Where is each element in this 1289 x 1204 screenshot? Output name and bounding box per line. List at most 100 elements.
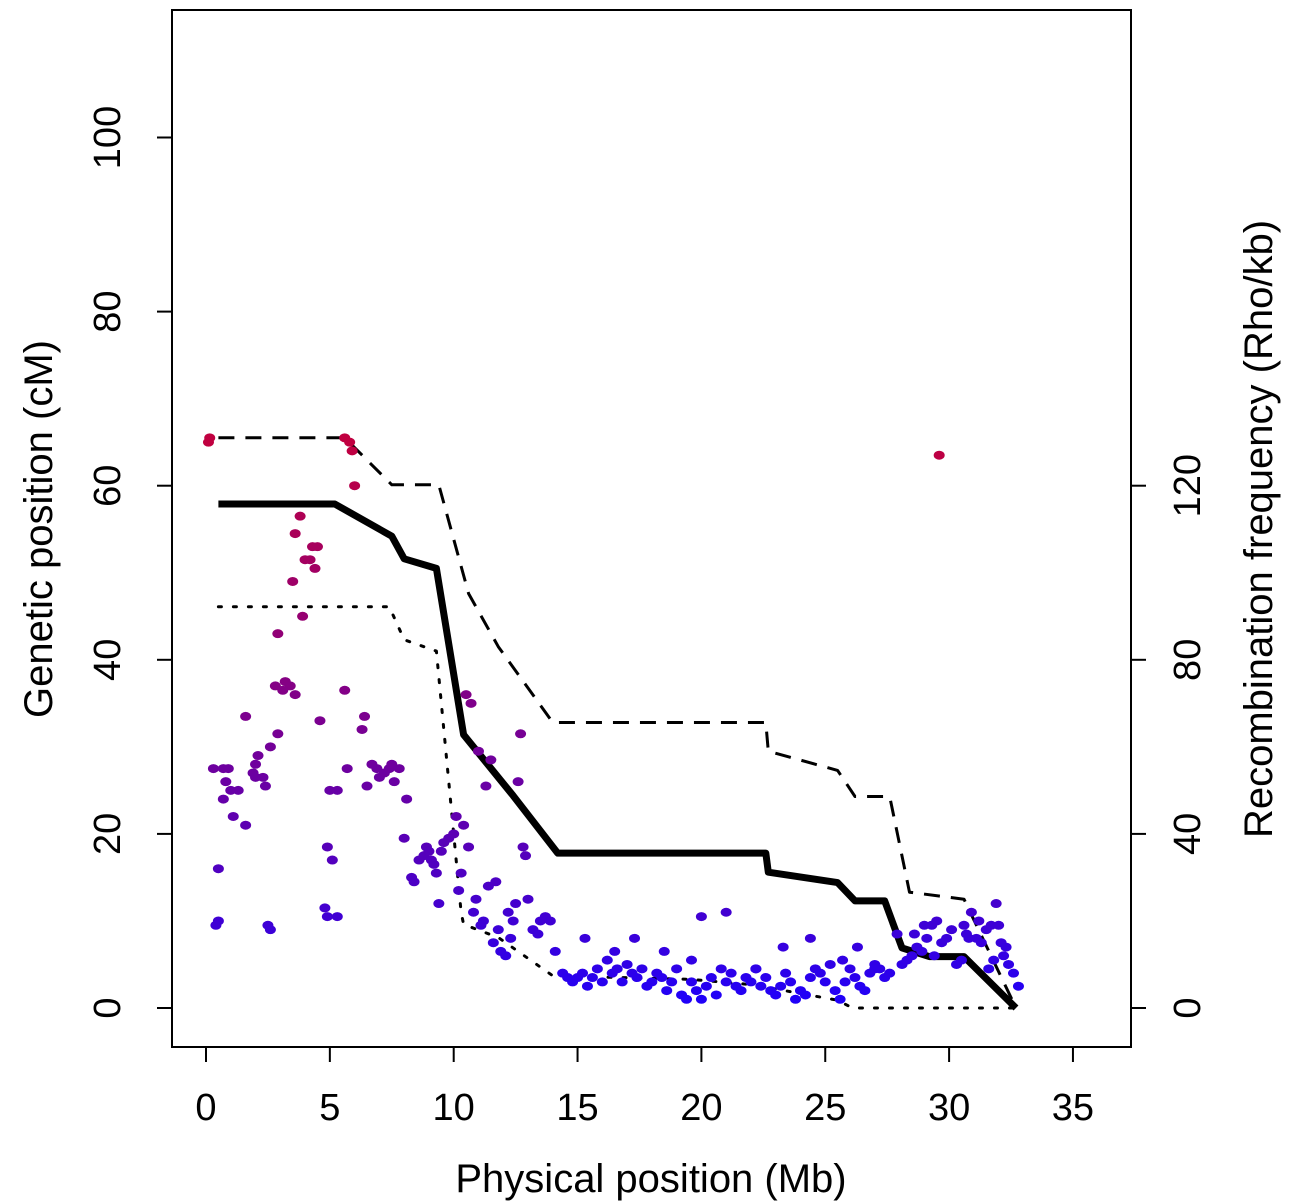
recombination-point	[257, 772, 269, 782]
recombination-point	[222, 764, 234, 774]
recombination-point	[918, 920, 930, 930]
recombination-point	[240, 820, 252, 830]
recombination-point	[990, 899, 1002, 909]
recombination-point	[631, 973, 643, 983]
recombination-point	[775, 981, 787, 991]
recombination-point	[720, 907, 732, 917]
x-axis: 0 5 10 15 20 25 30 35	[195, 1046, 1094, 1129]
recombination-point	[455, 868, 467, 878]
recombination-point	[745, 977, 757, 987]
recombination-point	[577, 968, 589, 978]
recombination-point	[344, 437, 356, 447]
recombination-point	[844, 964, 856, 974]
recombination-point	[502, 907, 514, 917]
recombination-point	[482, 881, 494, 891]
recombination-point	[1008, 968, 1020, 978]
recombination-point	[891, 929, 903, 939]
recombination-point	[671, 964, 683, 974]
recombination-point	[423, 846, 435, 856]
recombination-point	[204, 433, 216, 443]
recombination-point	[839, 977, 851, 987]
recombination-point	[750, 964, 762, 974]
recombination-point	[458, 820, 470, 830]
recombination-point	[799, 990, 811, 1000]
recombination-point	[252, 751, 264, 761]
recombination-point	[760, 973, 772, 983]
recombination-point	[433, 899, 445, 909]
recombination-point	[408, 877, 420, 887]
recombination-point	[264, 925, 276, 935]
y-tick-label: 0	[87, 997, 129, 1018]
recombination-point	[510, 899, 522, 909]
recombination-point	[690, 986, 702, 996]
recombination-point	[955, 955, 967, 965]
recombination-point	[217, 794, 229, 804]
recombination-point	[908, 929, 920, 939]
recombination-point	[715, 964, 727, 974]
recombination-point	[621, 959, 633, 969]
recombination-point	[297, 611, 309, 621]
recombination-point	[349, 481, 361, 491]
recombination-point	[515, 729, 527, 739]
y-axis-left: 0 20 40 60 80 100	[87, 106, 173, 1019]
recombination-point	[207, 764, 219, 774]
recombination-point	[346, 446, 358, 456]
recombination-point	[931, 916, 943, 926]
recombination-point	[586, 973, 598, 983]
recombination-point	[849, 973, 861, 983]
recombination-point	[616, 977, 628, 987]
recombination-point	[339, 685, 351, 695]
recombination-point	[450, 811, 462, 821]
recombination-point	[294, 511, 306, 521]
recombination-point	[685, 977, 697, 987]
recombination-point	[453, 885, 465, 895]
recombination-point	[837, 955, 849, 965]
recombination-point	[326, 855, 338, 865]
recombination-point	[859, 986, 871, 996]
y-tick-label: 20	[87, 813, 129, 855]
x-tick-label: 25	[804, 1087, 846, 1129]
y2-tick-label: 0	[1167, 997, 1209, 1018]
recombination-point	[517, 842, 529, 852]
recombination-point	[472, 746, 484, 756]
recombination-point	[272, 729, 284, 739]
recombination-point	[973, 916, 985, 926]
recombination-point	[460, 690, 472, 700]
recombination-point	[661, 986, 673, 996]
recombination-point	[975, 938, 987, 948]
recombination-point	[814, 968, 826, 978]
genetic-map-lines	[216, 436, 1019, 1011]
recombination-point	[388, 777, 400, 787]
recombination-point	[361, 781, 373, 791]
recombination-point	[963, 933, 975, 943]
recombination-point	[240, 711, 252, 721]
y2-axis-title: Recombination frequency (Rho/kb)	[1237, 220, 1281, 838]
recombination-point	[435, 846, 447, 856]
recombination-point	[468, 907, 480, 917]
recombination-point	[1000, 942, 1012, 952]
recombination-point	[946, 925, 958, 935]
recombination-point	[785, 977, 797, 987]
recombination-point	[958, 920, 970, 930]
recombination-point	[601, 955, 613, 965]
x-tick-label: 0	[195, 1087, 216, 1129]
recombination-point	[819, 977, 831, 987]
x-tick-label: 10	[433, 1087, 475, 1129]
recombination-point	[720, 977, 732, 987]
x-tick-label: 35	[1052, 1087, 1094, 1129]
recombination-point	[646, 977, 658, 987]
recombination-point	[933, 450, 945, 460]
recombination-point	[287, 576, 299, 586]
recombination-point	[480, 781, 492, 791]
recombination-point	[448, 829, 460, 839]
recombination-point	[804, 973, 816, 983]
recombination-point	[401, 794, 413, 804]
recombination-point	[470, 894, 482, 904]
recombination-point	[581, 981, 593, 991]
recombination-point	[250, 759, 262, 769]
recombination-point	[998, 951, 1010, 961]
recombination-point	[507, 916, 519, 926]
y-tick-label: 80	[87, 290, 129, 332]
recombination-point	[710, 990, 722, 1000]
recombination-point	[965, 907, 977, 917]
